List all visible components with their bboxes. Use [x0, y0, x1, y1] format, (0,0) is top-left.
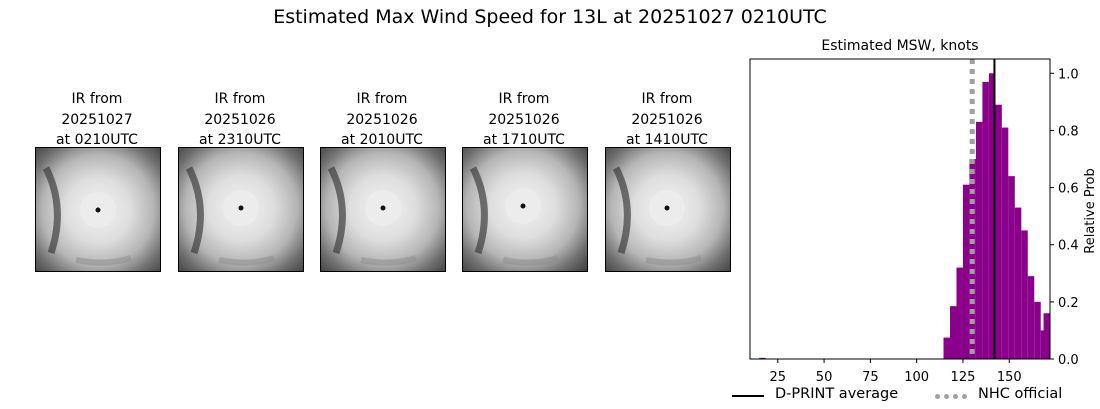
x-tick-label: 125: [951, 370, 976, 385]
ir-panel-title-line: 20251027: [61, 111, 133, 128]
ir-satellite-image: [462, 147, 588, 272]
ir-panel-title-line: at 2310UTC: [199, 132, 281, 148]
ir-panel-title-line: IR from: [214, 91, 266, 107]
ir-panel-title-line: at 1410UTC: [626, 132, 708, 148]
histogram-bar: [982, 81, 989, 359]
ir-panel-title-line: 20251026: [204, 111, 276, 128]
x-tick-label: 100: [904, 370, 929, 385]
nhc-legend-label: NHC official: [978, 386, 1063, 402]
ir-panel-title: IR from 20251027 at 0210UTC: [27, 89, 167, 151]
plot-frame: [749, 58, 1051, 360]
y-tick-label: 0.4: [1058, 239, 1079, 254]
histogram-bar: [988, 73, 996, 360]
ir-panel-title: IR from 20251026 at 2010UTC: [312, 89, 452, 151]
x-tick-label: 75: [862, 370, 879, 385]
ir-panel-title-line: at 1710UTC: [483, 132, 565, 148]
y-tick-label: 1.0: [1058, 67, 1079, 82]
y-tick-label: 0.8: [1058, 124, 1079, 139]
ir-panel-title-line: 20251026: [488, 111, 560, 128]
histogram-bar: [995, 104, 1002, 359]
histogram-bar: [759, 357, 766, 359]
ir-panel-title-line: IR from: [356, 91, 408, 107]
histogram-bar: [975, 121, 983, 359]
ir-panel-title: IR from 20251026 at 1710UTC: [454, 89, 594, 151]
histogram-bar: [1014, 207, 1022, 359]
ir-panel-title-line: 20251026: [631, 111, 703, 128]
ir-panel-title-line: 20251026: [346, 111, 418, 128]
ir-satellite-image: [35, 147, 161, 272]
dprint-legend-label: D-PRINT average: [775, 386, 899, 402]
ir-panel-title: IR from 20251026 at 2310UTC: [170, 89, 310, 151]
y-tick-label: 0.0: [1058, 353, 1079, 368]
x-tick-label: 25: [770, 370, 787, 385]
ir-satellite-image: [178, 147, 304, 272]
x-tick-label: 50: [816, 370, 833, 385]
legend: D-PRINT average NHC official: [0, 386, 1100, 406]
y-axis-label: Relative Prob: [1083, 168, 1098, 253]
ir-satellite-image: [320, 147, 446, 272]
histogram-bar: [1008, 176, 1015, 359]
chart-title: Estimated MSW, knots: [821, 38, 978, 54]
histogram-bar: [962, 184, 970, 359]
ir-panel-title: IR from 20251026 at 1410UTC: [597, 89, 737, 151]
ir-panel-title-line: at 0210UTC: [56, 132, 138, 148]
histogram-bar: [1001, 127, 1009, 359]
histogram-bar: [950, 306, 957, 359]
histogram-bar: [1043, 313, 1050, 359]
y-tick-label: 0.6: [1058, 182, 1079, 197]
ir-panel-title-line: IR from: [641, 91, 693, 107]
histogram-bar: [1021, 230, 1028, 359]
ir-satellite-image: [605, 147, 731, 272]
ir-panel-title-line: IR from: [71, 91, 123, 107]
histogram-bar: [1027, 276, 1035, 359]
y-tick-label: 0.2: [1058, 296, 1079, 311]
dprint-legend-swatch: [732, 395, 764, 397]
histogram-bar: [943, 337, 950, 359]
nhc-legend-swatch: [935, 394, 967, 399]
histogram-bar: [956, 267, 963, 359]
ir-panel-title-line: IR from: [498, 91, 550, 107]
ir-panel-title-line: at 2010UTC: [341, 132, 423, 148]
figure-title: Estimated Max Wind Speed for 13L at 2025…: [273, 6, 827, 28]
x-tick-label: 150: [997, 370, 1022, 385]
histogram-bar: [1034, 301, 1041, 359]
